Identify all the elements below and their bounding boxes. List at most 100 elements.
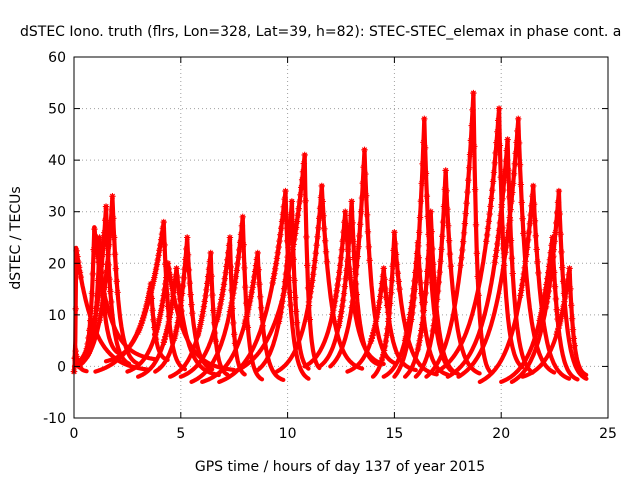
data-marker [346, 225, 354, 232]
data-marker [305, 298, 313, 306]
data-marker [345, 237, 353, 244]
data-marker [457, 262, 464, 269]
data-marker [549, 254, 557, 261]
data-marker [231, 331, 238, 338]
data-marker [310, 271, 317, 278]
data-marker [88, 290, 96, 297]
data-marker [414, 255, 421, 262]
data-marker [348, 198, 355, 205]
data-marker [549, 234, 556, 241]
data-marker [336, 318, 343, 325]
data-marker [93, 292, 101, 300]
y-axis-label: dSTEC / TECUs [8, 186, 24, 289]
data-marker [343, 234, 351, 242]
data-marker [159, 224, 167, 232]
data-marker [158, 302, 166, 309]
data-marker [164, 322, 172, 330]
data-marker [471, 143, 478, 150]
data-marker [436, 268, 443, 276]
data-marker [270, 275, 277, 282]
data-marker [283, 262, 290, 270]
data-marker [470, 89, 477, 97]
data-marker [186, 279, 193, 287]
data-marker [506, 214, 513, 221]
data-marker [565, 271, 572, 279]
data-marker [371, 322, 379, 329]
plot-frame [73, 56, 609, 419]
y-tick-label: 40 [48, 153, 66, 169]
data-marker [169, 299, 176, 306]
data-marker [492, 149, 499, 157]
data-marker [303, 233, 310, 241]
data-marker [509, 180, 517, 187]
data-marker [507, 237, 515, 244]
data-marker [230, 319, 237, 327]
data-marker [161, 241, 168, 249]
data-marker [89, 335, 96, 342]
data-marker [233, 267, 240, 274]
data-marker [435, 278, 443, 286]
data-marker [164, 260, 172, 267]
series-23 [370, 229, 439, 379]
data-marker [101, 309, 108, 316]
data-marker [175, 314, 182, 321]
data-marker [378, 280, 386, 287]
data-marker [257, 304, 265, 312]
data-marker [149, 307, 156, 314]
data-marker [494, 240, 501, 248]
data-marker [419, 160, 426, 168]
data-marker [566, 265, 573, 272]
data-marker [330, 306, 337, 314]
series-22 [345, 265, 418, 374]
series-18 [274, 182, 365, 374]
data-marker [73, 353, 80, 360]
data-marker [553, 306, 560, 313]
data-marker [150, 316, 157, 324]
data-marker [238, 222, 246, 230]
data-marker [157, 311, 164, 318]
data-marker [428, 228, 435, 235]
data-marker [72, 305, 79, 313]
data-marker [368, 335, 375, 342]
data-marker [439, 218, 447, 226]
data-marker [360, 163, 367, 171]
data-marker [84, 340, 91, 348]
data-marker [156, 315, 163, 322]
data-marker [295, 205, 302, 212]
data-marker [307, 288, 314, 296]
data-marker [184, 234, 191, 241]
data-marker [168, 281, 175, 288]
data-marker [557, 230, 564, 238]
data-marker [282, 187, 289, 195]
data-marker [545, 287, 552, 295]
data-marker [242, 299, 250, 307]
data-marker [151, 331, 159, 339]
chart-title: dSTEC Iono. truth (flrs, Lon=328, Lat=39… [20, 24, 621, 40]
data-marker [183, 245, 190, 253]
data-marker [369, 332, 376, 339]
data-marker [287, 301, 294, 309]
data-marker [98, 307, 105, 315]
data-marker [335, 322, 343, 329]
data-marker [540, 296, 548, 303]
data-marker [157, 307, 165, 314]
data-marker [465, 164, 473, 171]
data-marker [104, 251, 112, 258]
data-marker [376, 298, 383, 306]
data-marker [424, 268, 431, 275]
data-marker [352, 270, 360, 278]
data-marker [472, 221, 480, 228]
data-marker [226, 308, 234, 315]
data-marker [547, 249, 554, 256]
data-marker [174, 319, 182, 326]
data-marker [341, 219, 348, 226]
data-marker [93, 305, 100, 312]
data-marker [293, 319, 301, 326]
data-marker [337, 313, 344, 320]
data-marker [171, 280, 179, 287]
data-marker [495, 234, 502, 241]
data-marker [253, 256, 261, 263]
data-marker [236, 246, 243, 254]
data-marker [339, 238, 346, 245]
data-marker [167, 276, 174, 283]
